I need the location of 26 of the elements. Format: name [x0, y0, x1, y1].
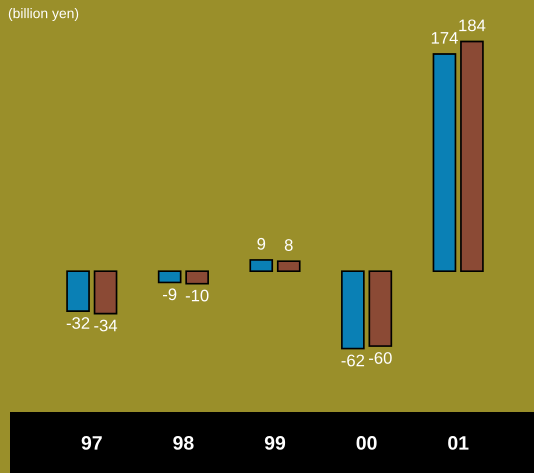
text: (billion yen) [8, 8, 78, 21]
data-label: -9 [162, 288, 176, 300]
bar [185, 270, 209, 285]
bar [66, 270, 90, 312]
bar [249, 259, 274, 272]
bar [158, 270, 182, 284]
x-tick-label: 98 [173, 436, 194, 450]
bar [368, 270, 392, 347]
bar [276, 260, 301, 272]
bar [432, 53, 456, 272]
x-tick-label: 99 [264, 436, 286, 450]
bar [94, 270, 118, 314]
data-label: 174 [432, 32, 458, 44]
data-label: -34 [94, 320, 118, 332]
data-label: -62 [342, 354, 364, 366]
data-label: 9 [257, 238, 266, 250]
x-tick-label: 97 [82, 436, 102, 450]
data-label: -32 [66, 317, 90, 329]
data-label: -10 [186, 290, 209, 302]
x-tick-label: 00 [356, 436, 377, 450]
bar [460, 40, 484, 272]
data-label: -60 [369, 352, 392, 364]
data-label: 8 [284, 239, 293, 251]
data-label: 184 [459, 19, 486, 32]
bar [341, 270, 365, 350]
x-tick-label: 01 [448, 436, 468, 450]
